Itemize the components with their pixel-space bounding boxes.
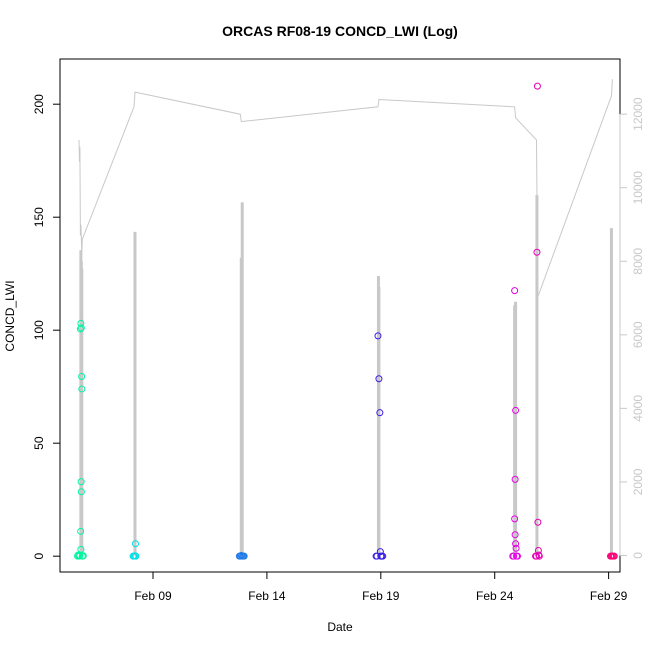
chart-title: ORCAS RF08-19 CONCD_LWI (Log) [222,23,458,39]
data-point [375,375,383,383]
data-point [77,478,85,486]
y2-axis: 0 2000 4000 6000 8000 10000 12000 [619,97,645,559]
data-point [78,385,86,393]
data-point [374,332,382,340]
data-point [511,287,519,295]
y-tick-label: 50 [32,436,46,450]
y-tick-label: 0 [32,553,46,560]
data-point [533,248,541,256]
x-axis-label: Date [327,620,353,634]
x-tick-label: Feb 24 [476,589,514,603]
data-point [79,552,87,560]
data-point [78,373,86,381]
y2-tick-label: 4000 [631,395,645,422]
x-tick-label: Feb 14 [248,589,286,603]
data-point [131,540,139,548]
y2-tick-label: 6000 [631,321,645,348]
data-point [534,518,542,526]
x-tick-label: Feb 29 [590,589,628,603]
y2-tick-label: 10000 [631,171,645,205]
data-point [240,552,248,560]
data-point [533,82,541,90]
y-tick-label: 200 [32,94,46,114]
data-point [77,488,85,496]
secondary-series [78,79,613,556]
points-layer [74,82,618,560]
data-point [512,540,520,548]
data-point [77,527,85,535]
y-tick-label: 150 [32,207,46,227]
data-point [513,552,521,560]
data-point [511,531,519,539]
data-point [510,552,518,560]
data-point [512,544,520,552]
x-tick-label: Feb 09 [134,589,172,603]
data-point [512,406,520,414]
data-point [535,552,543,560]
data-point [236,552,244,560]
data-point [77,545,85,553]
data-point [376,409,384,417]
data-point [379,552,387,560]
y2-tick-label: 0 [631,552,645,559]
data-point [77,324,85,332]
x-axis: Feb 09 Feb 14 Feb 19 Feb 24 Feb 29 [134,571,628,603]
y-axis: 0 50 100 150 200 [32,94,61,560]
y2-tick-label: 2000 [631,468,645,495]
y2-tick-label: 8000 [631,248,645,275]
data-point [511,515,519,523]
data-point [610,552,618,560]
x-tick-label: Feb 19 [362,589,400,603]
data-point [77,319,85,327]
y-tick-label: 100 [32,320,46,340]
data-point [511,475,519,483]
secondary-line [78,79,613,299]
y-axis-label: CONCD_LWI [3,280,17,351]
data-point [132,552,140,560]
y2-tick-label: 12000 [631,97,645,131]
data-point [75,552,83,560]
